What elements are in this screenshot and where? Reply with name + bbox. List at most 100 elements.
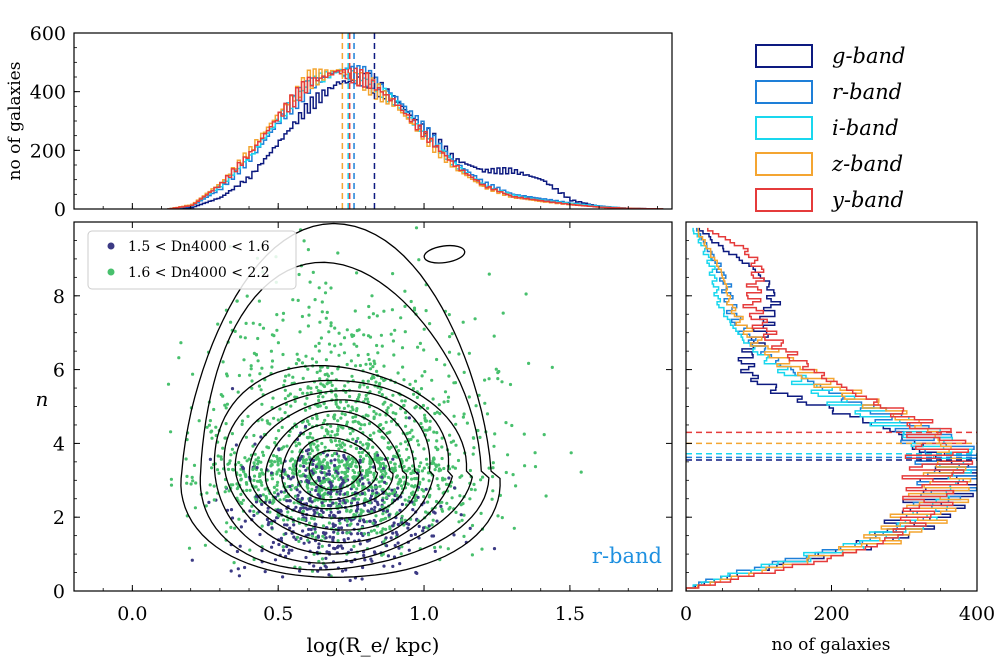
scatter-point-green (210, 466, 214, 470)
scatter-point-green (460, 474, 464, 478)
scatter-point-green (384, 464, 388, 468)
scatter-point-green (321, 534, 325, 538)
scatter-point-green (366, 478, 370, 482)
scatter-point-green (232, 561, 236, 565)
scatter-point-navy (354, 439, 358, 443)
scatter-legend-box (87, 230, 297, 290)
scatter-point-green (483, 401, 487, 405)
scatter-point-green (315, 370, 319, 374)
scatter-point-green (373, 485, 378, 489)
scatter-point-green (302, 239, 306, 243)
scatter-point-green (440, 456, 444, 461)
scatter-point-green (265, 419, 269, 423)
legend-item-y: y-band (755, 188, 904, 212)
scatter-point-navy (311, 532, 315, 536)
scatter-point-green (371, 374, 375, 379)
scatter-point-green (219, 457, 223, 461)
scatter-point-green (323, 418, 327, 422)
scatter-point-green (370, 510, 374, 514)
scatter-point-green (371, 312, 375, 316)
scatter-point-navy (243, 565, 247, 570)
scatter-point-green (245, 482, 249, 486)
scatter-point-green (319, 336, 323, 340)
scatter-point-green (414, 405, 418, 409)
scatter-point-green (349, 444, 353, 448)
scatter-point-navy (439, 504, 443, 508)
scatter-point-green (336, 531, 340, 536)
contour-level-7 (281, 423, 394, 510)
scatter-point-green (296, 357, 300, 362)
scatter-point-green (203, 543, 207, 547)
scatter-point-green (384, 496, 389, 500)
scatter-point-green (494, 367, 498, 371)
scatter-point-green (190, 475, 194, 479)
scatter-point-green (355, 487, 359, 491)
scatter-point-green (297, 517, 301, 521)
scatter-point-green (542, 433, 546, 437)
scatter-point-green (416, 439, 420, 443)
scatter-point-green (307, 305, 311, 309)
scatter-point-navy (306, 448, 311, 452)
scatter-point-green (395, 493, 399, 497)
scatter-point-green (398, 464, 402, 468)
legend-swatch-y (755, 188, 813, 212)
scatter-point-navy (413, 532, 417, 537)
scatter-point-green (336, 427, 340, 431)
scatter-point-green (244, 435, 248, 439)
scatter-point-green (333, 326, 337, 330)
scatter-point-green (289, 488, 293, 492)
scatter-point-green (345, 423, 349, 427)
scatter-point-green (228, 459, 232, 463)
scatter-point-green (232, 451, 237, 455)
scatter-point-green (317, 341, 321, 345)
scatter-point-navy (316, 493, 320, 497)
scatter-point-green (219, 393, 223, 397)
scatter-point-green (275, 328, 279, 332)
scatter-point-green (392, 490, 397, 494)
scatter-point-green (329, 350, 333, 354)
scatter-point-green (435, 357, 439, 362)
scatter-point-green (359, 423, 363, 427)
scatter-point-navy (356, 507, 360, 511)
scatter-point-green (345, 420, 349, 424)
scatter-point-navy (338, 492, 342, 496)
scatter-point-green (500, 380, 504, 384)
scatter-point-green (368, 433, 372, 437)
scatter-point-green (432, 430, 436, 434)
scatter-point-green (369, 470, 373, 474)
scatter-point-navy (311, 458, 316, 463)
scatter-point-green (343, 443, 347, 447)
scatter-point-navy (375, 500, 379, 504)
scatter-point-navy (285, 523, 289, 527)
scatter-point-green (270, 333, 274, 337)
scatter-point-green (400, 399, 404, 403)
scatter-point-green (491, 475, 495, 479)
scatter-point-navy (411, 508, 415, 512)
scatter-point-green (457, 520, 461, 524)
scatter-point-green (321, 460, 325, 464)
scatter-point-green (422, 447, 426, 451)
scatter-point-green (355, 397, 360, 401)
scatter-point-green (398, 477, 402, 481)
scatter-point-green (379, 469, 383, 473)
scatter-point-green (437, 469, 441, 473)
scatter-point-navy (229, 569, 233, 573)
scatter-point-green (348, 510, 352, 514)
scatter-point-green (230, 432, 234, 436)
scatter-point-green (306, 436, 310, 440)
scatter-point-green (504, 470, 508, 475)
scatter-point-navy (356, 522, 360, 526)
scatter-point-green (443, 390, 448, 394)
scatter-point-green (424, 309, 428, 313)
scatter-point-navy (307, 527, 311, 532)
scatter-point-green (283, 388, 287, 392)
scatter-point-green (492, 444, 496, 448)
legend-label-g: g-band (832, 44, 905, 68)
scatter-point-navy (346, 537, 350, 541)
scatter-point-navy (253, 442, 257, 446)
scatter-point-green (283, 379, 287, 383)
scatter-point-navy (370, 489, 375, 493)
scatter-point-green (374, 412, 378, 416)
scatter-point-green (346, 459, 350, 464)
scatter-point-green (372, 431, 376, 435)
